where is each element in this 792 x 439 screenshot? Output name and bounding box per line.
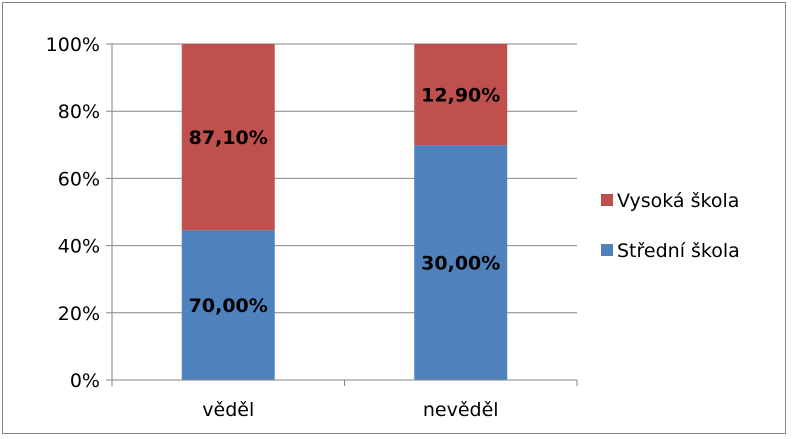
legend-label: Střední škola — [617, 240, 740, 262]
data-label: 87,10% — [189, 127, 268, 149]
legend: Vysoká škola Střední škola — [601, 190, 740, 262]
legend-swatch — [601, 244, 613, 256]
legend-label: Vysoká škola — [617, 190, 739, 212]
data-label: 70,00% — [189, 295, 268, 317]
y-tick-label: 60% — [58, 168, 100, 190]
y-tick-label: 40% — [58, 236, 100, 258]
axes: 0% 20% 40% 60% 80% 100% — [46, 34, 578, 392]
data-label: 30,00% — [421, 253, 500, 275]
labels: 70,00% 87,10% věděl 30,00% 12,90% nevěděl — [189, 85, 501, 421]
y-tick-label: 20% — [58, 303, 100, 325]
y-tick-label: 100% — [46, 34, 100, 56]
x-category-label: věděl — [202, 399, 254, 421]
data-label: 12,90% — [421, 85, 500, 107]
bar-vysoka-0 — [181, 44, 275, 231]
legend-swatch — [601, 194, 613, 206]
bar-stredni-1 — [414, 145, 508, 380]
chart-frame — [2, 2, 786, 434]
bar-stredni-0 — [181, 230, 275, 380]
y-tick-label: 80% — [58, 101, 100, 123]
bar-vysoka-1 — [414, 44, 508, 146]
y-tick-label: 0% — [70, 370, 100, 392]
x-category-label: nevěděl — [423, 399, 499, 421]
bars — [181, 44, 508, 380]
